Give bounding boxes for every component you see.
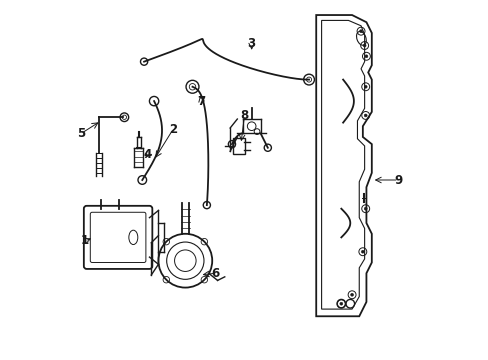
Circle shape	[364, 114, 366, 117]
Circle shape	[339, 302, 342, 305]
Circle shape	[363, 44, 366, 47]
Text: 8: 8	[240, 109, 248, 122]
Circle shape	[303, 74, 314, 85]
Circle shape	[359, 30, 362, 33]
Text: 2: 2	[168, 123, 177, 136]
Text: 9: 9	[394, 174, 402, 186]
Text: 5: 5	[77, 127, 85, 140]
Text: 7: 7	[197, 95, 205, 108]
Circle shape	[149, 96, 159, 106]
Circle shape	[364, 207, 366, 210]
Circle shape	[185, 80, 199, 93]
Circle shape	[120, 113, 128, 122]
Text: 6: 6	[211, 267, 220, 280]
Circle shape	[138, 176, 146, 184]
Circle shape	[140, 58, 147, 65]
Circle shape	[228, 140, 235, 148]
Circle shape	[361, 250, 364, 253]
Text: 3: 3	[247, 37, 255, 50]
Text: 4: 4	[143, 148, 151, 161]
Circle shape	[264, 144, 271, 151]
Circle shape	[203, 202, 210, 209]
Circle shape	[350, 293, 353, 296]
Circle shape	[364, 85, 366, 88]
Circle shape	[364, 55, 367, 58]
Text: 1: 1	[81, 234, 89, 247]
